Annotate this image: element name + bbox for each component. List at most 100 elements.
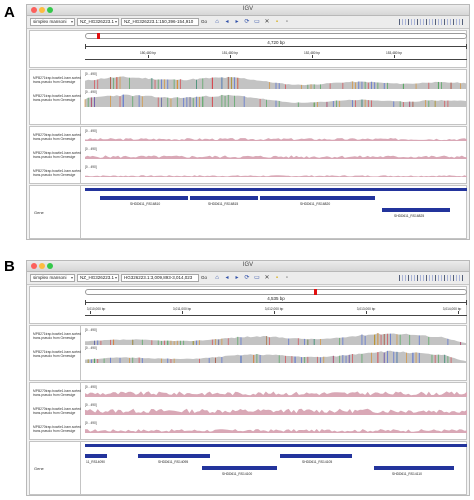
coverage-track-plot[interactable] <box>85 347 467 363</box>
ruler-label: 3,011,000 bp <box>172 307 192 311</box>
zoom-tick <box>432 275 433 281</box>
gene-track-name[interactable]: Gene <box>34 210 44 215</box>
minimize-window-button[interactable] <box>39 7 45 13</box>
span-label: 4,535 bp <box>267 296 285 301</box>
comment-icon[interactable]: ▪ <box>275 19 279 25</box>
gene-feature[interactable] <box>382 208 450 212</box>
feature-label: SHDD611_RS14110 <box>392 472 422 476</box>
track-name[interactable]: MPB270trap.bowtie1.bam.sorted trans.pseud… <box>33 133 82 141</box>
genome-select[interactable]: simplex mansoni ▾ <box>30 18 75 26</box>
data-range-label: [0 - 490] <box>85 421 97 425</box>
zoom-slider[interactable] <box>399 275 465 281</box>
locus-input[interactable]: HG326223.1:3,009,893-3,014,023 <box>121 274 199 282</box>
data-range-label: [0 - 490] <box>85 403 97 407</box>
track-name[interactable]: MPB270trap.bowtie1.bam.sorted trans.pseud… <box>33 151 82 159</box>
track-name[interactable]: MPB270trap.bowtie1.bam.sorted trans.pseud… <box>33 389 82 397</box>
track-name[interactable]: MPB271trap.bowtie1.bam.sorted trans.pseud… <box>33 94 82 102</box>
coverage-track-plot[interactable] <box>85 389 467 397</box>
home-icon[interactable]: ⌂ <box>215 275 219 281</box>
locus-input[interactable]: NZ_HG326223.1:150,396-154,910 <box>121 18 199 26</box>
ruler-icon[interactable]: ▭ <box>254 275 260 281</box>
span-label: 4,720 bp <box>267 40 285 45</box>
feature-label: SHDD611_RS14095 <box>158 460 189 464</box>
track-name[interactable]: MPB270trap.bowtie1.bam.sorted trans.pseud… <box>33 425 82 433</box>
comment-icon[interactable]: ▪ <box>275 275 279 281</box>
zoom-tick <box>438 275 439 281</box>
genome-select[interactable]: simplex mansoni ▾ <box>30 274 75 282</box>
zoom-tick <box>432 19 433 25</box>
feature-label: SHDD611_RS14100 <box>222 472 253 476</box>
refresh-icon[interactable]: ⟳ <box>244 19 250 25</box>
ruler-axis <box>85 59 467 60</box>
go-button[interactable]: Go <box>201 275 208 280</box>
coverage-track-plot[interactable] <box>84 91 467 107</box>
zoom-window-button[interactable] <box>47 263 53 269</box>
gene-feature[interactable] <box>260 196 375 200</box>
zoom-tick <box>399 275 400 281</box>
zoom-tick <box>444 19 445 25</box>
coverage-area <box>85 429 467 433</box>
coverage-track-plot[interactable] <box>85 425 467 433</box>
track-name[interactable]: MPB271trap.bowtie1.bam.sorted trans.pseud… <box>33 76 82 84</box>
data-range-label: [0 - 490] <box>85 165 97 169</box>
ruler-axis <box>85 315 467 316</box>
zoom-tick <box>414 19 415 25</box>
back-icon[interactable]: ◂ <box>225 275 229 281</box>
track-name[interactable]: MPB270trap.bowtie1.bam.sorted trans.pseud… <box>33 169 82 177</box>
go-button[interactable]: Go <box>201 19 208 24</box>
data-range-label: [0 - 490] <box>85 129 97 133</box>
window-title: IGV <box>242 262 254 268</box>
gene-feature[interactable] <box>138 454 210 458</box>
ruler-label: 152,480 bp <box>304 51 320 55</box>
coverage-track-plot[interactable] <box>85 171 467 177</box>
gene-feature[interactable] <box>85 454 107 458</box>
zoom-tick <box>435 19 436 25</box>
ruler-label: 3,012,000 bp <box>264 307 284 311</box>
zoom-tick <box>417 19 418 25</box>
gene-feature[interactable] <box>202 466 277 470</box>
zoom-tick <box>408 19 409 25</box>
close-icon[interactable]: ✕ <box>264 19 270 25</box>
gene-feature[interactable] <box>280 454 352 458</box>
track-name[interactable]: MPB270trap.bowtie1.bam.sorted trans.pseud… <box>33 407 82 415</box>
screen-icon[interactable]: ▫ <box>285 19 289 25</box>
data-range-label: [0 - 490] <box>85 90 97 94</box>
coverage-track-plot[interactable] <box>85 73 467 89</box>
refresh-icon[interactable]: ⟳ <box>244 275 250 281</box>
forward-icon[interactable]: ▸ <box>235 275 239 281</box>
track-name[interactable]: MPB271trap.bowtie1.bam.sorted trans.pseud… <box>33 350 82 358</box>
close-icon[interactable]: ✕ <box>264 275 270 281</box>
home-icon[interactable]: ⌂ <box>215 19 219 25</box>
data-range-label: [0 - 490] <box>85 328 97 332</box>
screen-icon[interactable]: ▫ <box>285 275 289 281</box>
coverage-track-plot[interactable] <box>85 135 467 141</box>
zoom-tick <box>423 19 424 25</box>
ruler-icon[interactable]: ▭ <box>254 19 260 25</box>
zoom-tick <box>411 19 412 25</box>
zoom-slider[interactable] <box>399 19 465 25</box>
close-window-button[interactable] <box>31 7 37 13</box>
zoom-tick <box>450 275 451 281</box>
minimize-window-button[interactable] <box>39 263 45 269</box>
gene-track-name[interactable]: Gene <box>34 466 44 471</box>
chromosome-select[interactable]: NZ_HG326223.1 ▾ <box>77 18 119 26</box>
coverage-track-plot[interactable] <box>85 329 467 345</box>
back-icon[interactable]: ◂ <box>225 19 229 25</box>
zoom-tick <box>453 19 454 25</box>
coverage-track-plot[interactable] <box>85 153 467 159</box>
zoom-tick <box>414 275 415 281</box>
chromosome-select[interactable]: NZ_HG326223.1 ▾ <box>77 274 119 282</box>
track-name[interactable]: MPB271trap.bowtie1.bam.sorted trans.pseud… <box>33 332 82 340</box>
gene-feature[interactable] <box>190 196 258 200</box>
forward-icon[interactable]: ▸ <box>235 19 239 25</box>
chromosome-ideogram[interactable] <box>85 289 467 295</box>
contig-bar <box>85 188 467 191</box>
close-window-button[interactable] <box>31 263 37 269</box>
zoom-tick <box>438 19 439 25</box>
zoom-window-button[interactable] <box>47 7 53 13</box>
chromosome-ideogram[interactable] <box>85 33 467 39</box>
coverage-track-plot[interactable] <box>85 407 467 415</box>
gene-feature[interactable] <box>100 196 188 200</box>
zoom-tick <box>459 275 460 281</box>
gene-feature[interactable] <box>374 466 454 470</box>
